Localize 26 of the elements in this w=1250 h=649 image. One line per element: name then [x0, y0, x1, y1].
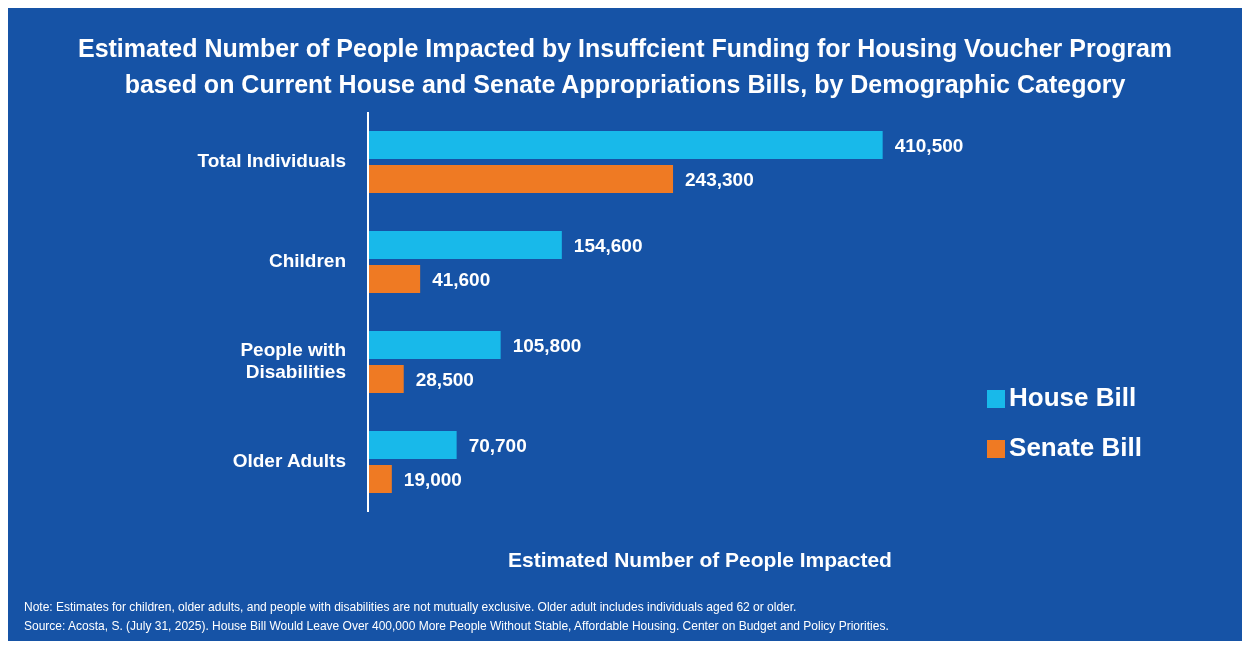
x-axis-title: Estimated Number of People Impacted [508, 548, 892, 572]
data-label: 243,300 [685, 168, 754, 190]
bar [368, 331, 501, 359]
bar [368, 131, 883, 159]
bar [368, 365, 404, 393]
y-tick-label: Total Individuals [197, 150, 346, 172]
bar [368, 431, 457, 459]
source-note: Source: Acosta, S. (July 31, 2025). House Bill Would Leave Over 400,000 More People Without Stable, Affordable Housing. Center on Budget and Policy Priorities. [24, 618, 889, 635]
bar [368, 465, 392, 493]
legend-label: House Bill [1009, 382, 1137, 412]
data-label: 105,800 [512, 334, 582, 356]
text: Note: Estimates for children, older adults, and people with disabilities are not mutually exclusive. Older adult includes individuals aged 62 or older. [24, 599, 798, 616]
data-label: 28,500 [415, 368, 474, 390]
data-label: 19,000 [403, 468, 462, 490]
data-label: 41,600 [432, 268, 491, 290]
data-label: 154,600 [573, 234, 643, 256]
bar [368, 265, 421, 293]
y-tick-label: Children [268, 250, 346, 272]
bar [368, 231, 562, 259]
legend-label: Senate Bill [1009, 432, 1142, 462]
y-tick-label: Older Adults [232, 450, 346, 472]
y-tick-label: People with Disabilities [240, 339, 346, 383]
bar [368, 165, 674, 193]
data-label: 70,700 [468, 434, 527, 456]
chart-title: Estimated Number of People Impacted by Insuffcient Funding for Housing Voucher Program based on Current House and Senate Appropriations Bills, by Demographic Category [76, 33, 1174, 100]
data-label: 410,500 [894, 134, 964, 156]
